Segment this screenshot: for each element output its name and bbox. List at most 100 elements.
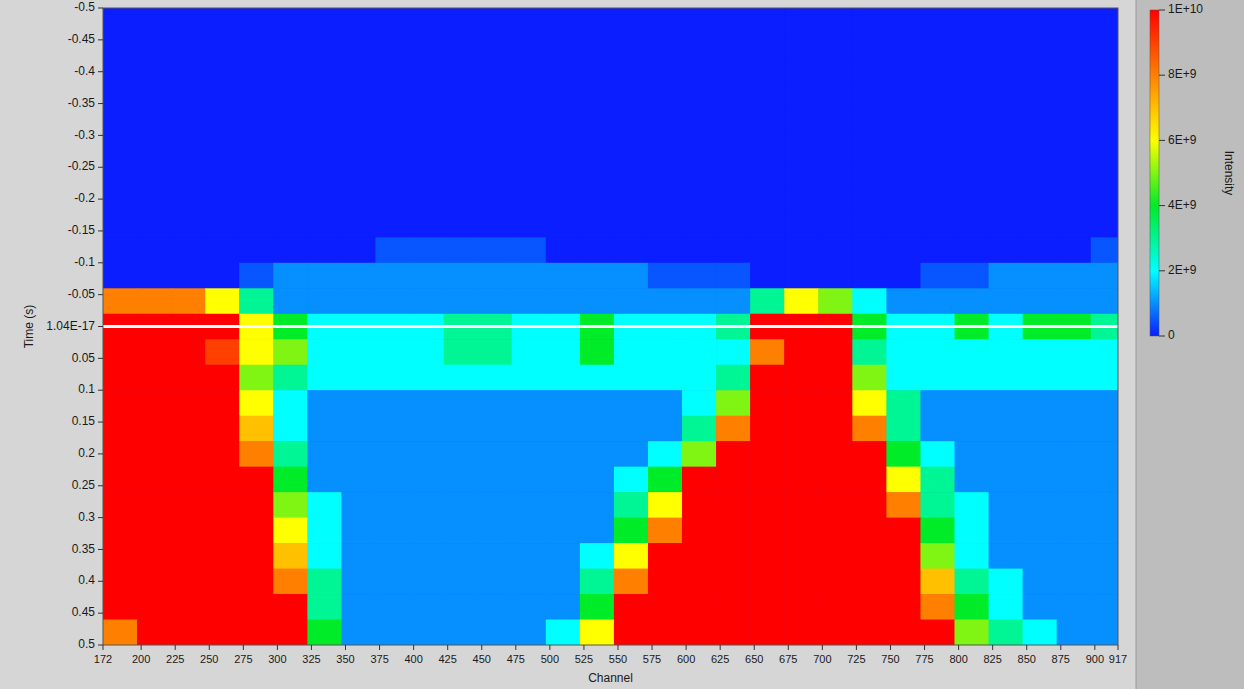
heat-cell — [886, 518, 921, 544]
heat-cell — [614, 339, 649, 365]
x-tick — [583, 645, 584, 650]
heat-cell — [1091, 569, 1118, 595]
chart: -0.5-0.45-0.4-0.35-0.3-0.25-0.2-0.15-0.1… — [0, 0, 1244, 689]
heat-cell — [818, 84, 853, 110]
heat-cell — [137, 84, 172, 110]
heat-cell — [375, 59, 410, 85]
heat-cell — [784, 59, 819, 85]
y-tick-label: 0.1 — [78, 382, 95, 396]
heat-cell — [682, 110, 717, 136]
heat-cell — [410, 416, 445, 442]
heat-cell — [137, 620, 172, 645]
x-tick — [447, 645, 448, 650]
heat-cell — [137, 569, 172, 595]
heat-cell — [375, 263, 410, 289]
x-tick-label: 275 — [234, 653, 252, 665]
heat-cell — [716, 569, 751, 595]
heat-cell — [1023, 84, 1058, 110]
heat-cell — [273, 84, 308, 110]
heat-cell — [103, 467, 138, 493]
heat-cell — [239, 288, 274, 314]
heat-cell — [341, 59, 376, 85]
heat-cell — [410, 186, 445, 212]
heat-cell — [546, 467, 581, 493]
heat-cell — [682, 84, 717, 110]
heat-cell — [955, 110, 990, 136]
heat-cell — [512, 59, 547, 85]
heat-cell — [444, 33, 479, 59]
x-tick — [788, 645, 789, 650]
colorbar-tick — [1159, 205, 1165, 206]
heat-cell — [614, 518, 649, 544]
heat-cell — [1023, 569, 1058, 595]
heat-cell — [1057, 135, 1092, 161]
heat-cell — [273, 416, 308, 442]
heat-cell — [750, 492, 785, 518]
heat-cell — [410, 543, 445, 569]
heat-cell — [239, 441, 274, 467]
heat-cell — [886, 339, 921, 365]
heat-cell — [818, 110, 853, 136]
heat-cell — [886, 467, 921, 493]
heat-cell — [171, 594, 206, 620]
heat-cell — [886, 237, 921, 263]
heat-cell — [239, 467, 274, 493]
x-tick-label: 225 — [166, 653, 184, 665]
heat-cell — [1091, 212, 1118, 238]
heat-cell — [818, 416, 853, 442]
heat-cell — [273, 59, 308, 85]
heat-cell — [886, 416, 921, 442]
heat-cell — [1023, 263, 1058, 289]
heat-cell — [648, 288, 683, 314]
heat-cell — [580, 416, 615, 442]
heat-cell — [920, 594, 955, 620]
heat-cell — [716, 59, 751, 85]
y-tick-label: -0.4 — [74, 64, 95, 78]
x-tick — [754, 645, 755, 650]
heat-cell — [341, 110, 376, 136]
heat-cell — [784, 467, 819, 493]
heat-cell — [205, 212, 240, 238]
heat-cell — [1057, 33, 1092, 59]
heat-cell — [546, 237, 581, 263]
heat-cell — [410, 365, 445, 391]
heat-cell — [920, 161, 955, 187]
heat-cell — [137, 135, 172, 161]
heat-cell — [852, 492, 887, 518]
heat-cell — [341, 84, 376, 110]
heat-cell — [784, 33, 819, 59]
heat-cell — [920, 110, 955, 136]
heat-cell — [648, 467, 683, 493]
heat-cell — [205, 467, 240, 493]
heat-cell — [920, 33, 955, 59]
heat-cell — [137, 59, 172, 85]
heat-cell — [137, 543, 172, 569]
heat-cell — [512, 84, 547, 110]
heat-cell — [955, 237, 990, 263]
heat-cell — [375, 492, 410, 518]
heat-cell — [920, 186, 955, 212]
heat-cell — [955, 543, 990, 569]
heat-cell — [920, 390, 955, 416]
heat-cell — [648, 33, 683, 59]
heat-cell — [1057, 288, 1092, 314]
heat-cell — [171, 518, 206, 544]
heat-cell — [989, 339, 1024, 365]
heat-cell — [716, 492, 751, 518]
heat-cell — [512, 288, 547, 314]
heat-cell — [239, 186, 274, 212]
heat-cell — [307, 161, 342, 187]
y-tick — [98, 390, 103, 391]
heat-cell — [580, 288, 615, 314]
x-tick-label: 675 — [779, 653, 797, 665]
heat-cell — [1057, 59, 1092, 85]
heat-cell — [341, 237, 376, 263]
heat-cell — [886, 110, 921, 136]
heat-cell — [512, 543, 547, 569]
heat-cell — [920, 237, 955, 263]
heat-cell — [103, 186, 138, 212]
heat-cell — [137, 186, 172, 212]
heat-cell — [444, 237, 479, 263]
heat-cell — [784, 84, 819, 110]
heat-cell — [410, 135, 445, 161]
